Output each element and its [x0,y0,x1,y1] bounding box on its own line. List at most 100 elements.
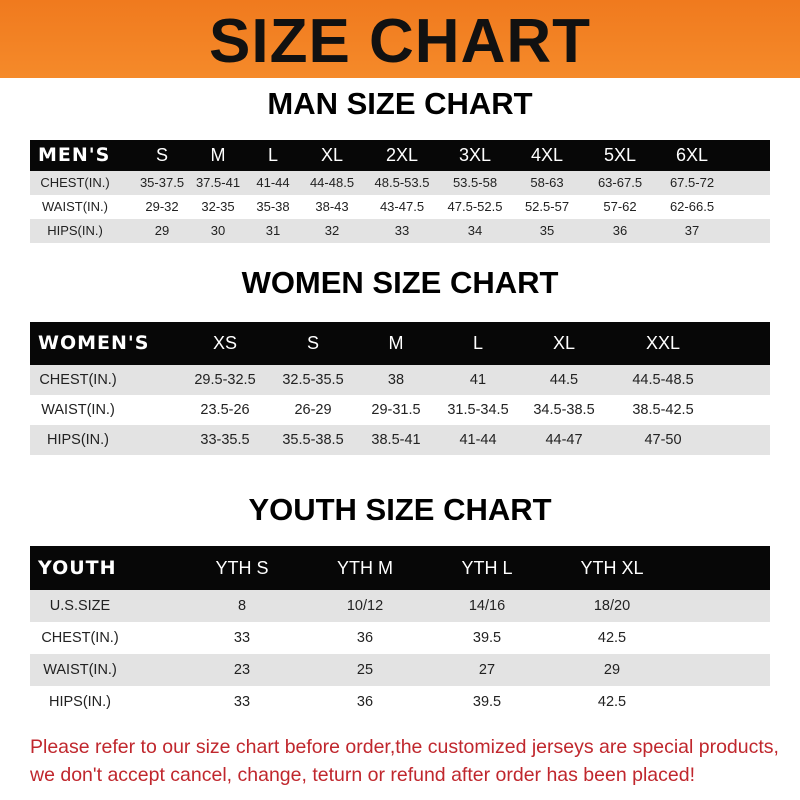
size-header-cell: M [210,145,226,165]
measurement-label: HIPS(IN.) [47,223,103,238]
table-row: HIPS(IN.) 33 36 39.5 42.5 [30,686,770,718]
measurement-label: CHEST(IN.) [40,175,110,190]
measurement-value: 29 [603,662,621,678]
measurement-value: 38-43 [315,199,349,214]
table-group-label: WOMEN'S [38,332,150,354]
table-row: HIPS(IN.) 33-35.5 35.5-38.5 38.5-41 41-44 44-… [30,425,770,455]
men-section-title: MAN SIZE CHART [267,86,533,121]
measurement-value: 33-35.5 [200,432,250,448]
measurement-value: 32 [324,223,340,238]
measurement-label: HIPS(IN.) [48,694,112,710]
measurement-value: 41-44 [459,432,497,448]
women-section-title: WOMEN SIZE CHART [241,265,559,300]
measurement-value: 37 [684,223,700,238]
measurement-value: 27 [478,662,496,678]
measurement-value: 36 [612,223,628,238]
measurement-label: HIPS(IN.) [46,432,110,448]
table-header-row: YOUTH YTH S YTH M YTH L YTH XL [30,546,770,590]
measurement-value: 47-50 [644,432,682,448]
measurement-value: 35 [539,223,555,238]
size-header-cell: 5XL [603,145,637,165]
measurement-value: 44-48.5 [309,175,355,190]
men-size-table: MEN'S S M L XL 2XL 3XL 4XL 5XL 6XL CHEST(IN.) 35-37… [30,140,770,243]
table-row: CHEST(IN.) 33 36 39.5 42.5 [30,622,770,654]
measurement-value: 29-31.5 [371,402,421,418]
size-header-cell: YTH L [461,558,513,578]
size-header-cell: S [155,145,169,165]
size-header-cell: XL [320,145,344,165]
size-header-cell: 3XL [458,145,492,165]
measurement-value: 48.5-53.5 [374,175,430,190]
measurement-label: CHEST(IN.) [39,372,117,388]
size-header-cell: XL [552,333,576,353]
measurement-value: 31.5-34.5 [447,402,509,418]
measurement-value: 36 [356,630,374,646]
measurement-value: 26-29 [294,402,332,418]
table-header-row: WOMEN'S XS S M L XL XXL [30,322,770,365]
measurement-value: 10/12 [346,598,384,614]
measurement-value: 8 [237,598,247,614]
measurement-value: 35.5-38.5 [282,432,344,448]
size-header-cell: 6XL [675,145,709,165]
measurement-label: WAIST(IN.) [41,402,115,418]
size-header-cell: L [472,333,484,353]
measurement-value: 52.5-57 [524,199,570,214]
table-row: WAIST(IN.) 23 25 27 29 [30,654,770,686]
measurement-value: 39.5 [472,694,502,710]
measurement-value: 38.5-42.5 [632,402,694,418]
measurement-value: 44.5-48.5 [632,372,694,388]
size-header-cell: S [306,333,320,353]
measurement-value: 37.5-41 [195,175,241,190]
table-group-label: YOUTH [38,557,117,579]
measurement-value: 42.5 [597,694,627,710]
disclaimer-line-2: we don't accept cancel, change, teturn o… [30,764,695,786]
table-row: HIPS(IN.) 29 30 31 32 33 34 35 36 37 [30,219,770,243]
measurement-value: 43-47.5 [379,199,425,214]
measurement-value: 62-66.5 [669,199,715,214]
table-row: CHEST(IN.) 29.5-32.5 32.5-35.5 38 41 44.5 44.5… [30,365,770,395]
measurement-value: 47.5-52.5 [447,199,503,214]
measurement-value: 41 [469,372,487,388]
measurement-value: 67.5-72 [669,175,715,190]
table-row: WAIST(IN.) 23.5-26 26-29 29-31.5 31.5-34.5 34… [30,395,770,425]
measurement-label: U.S.SIZE [49,598,111,614]
measurement-value: 25 [356,662,374,678]
measurement-value: 14/16 [468,598,506,614]
size-header-cell: YTH M [337,558,393,578]
measurement-value: 29 [154,223,170,238]
measurement-value: 29-32 [145,199,179,214]
title-banner: SIZE CHART [0,0,800,78]
youth-section-title: YOUTH SIZE CHART [248,492,552,527]
measurement-value: 38 [387,372,405,388]
size-header-cell: YTH S [215,558,269,578]
measurement-value: 35-38 [256,199,290,214]
disclaimer-line-1: Please refer to our size chart before or… [30,736,779,758]
measurement-value: 58-63 [530,175,564,190]
table-group-label: MEN'S [38,144,111,166]
measurement-label: WAIST(IN.) [43,662,117,678]
measurement-value: 33 [394,223,410,238]
size-header-cell: 4XL [530,145,564,165]
size-header-cell: XS [212,333,238,353]
measurement-value: 38.5-41 [371,432,421,448]
measurement-label: CHEST(IN.) [41,630,119,646]
measurement-value: 63-67.5 [597,175,643,190]
measurement-label: WAIST(IN.) [42,199,108,214]
measurement-value: 42.5 [597,630,627,646]
measurement-value: 57-62 [603,199,637,214]
size-header-cell: L [267,145,279,165]
table-row: CHEST(IN.) 35-37.5 37.5-41 41-44 44-48.5 48.5… [30,171,770,195]
banner-title: SIZE CHART [209,7,591,76]
measurement-value: 29.5-32.5 [194,372,256,388]
measurement-value: 31 [265,223,281,238]
size-header-cell: XXL [645,333,681,353]
measurement-value: 35-37.5 [139,175,185,190]
measurement-value: 44.5 [549,372,579,388]
size-header-cell: 2XL [385,145,419,165]
measurement-value: 23 [233,662,251,678]
measurement-value: 44-47 [545,432,583,448]
table-header-row: MEN'S S M L XL 2XL 3XL 4XL 5XL 6XL [30,140,770,171]
measurement-value: 34.5-38.5 [533,402,595,418]
measurement-value: 33 [233,694,251,710]
